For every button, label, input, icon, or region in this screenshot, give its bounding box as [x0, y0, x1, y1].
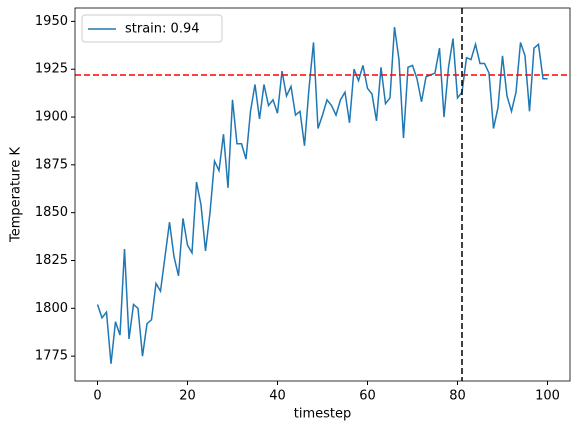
y-tick-label: 1800	[35, 301, 68, 316]
y-tick-label: 1775	[35, 349, 68, 364]
y-axis-label: Temperature K	[9, 147, 24, 243]
x-tick-label: 40	[269, 389, 286, 404]
y-tick-label: 1925	[35, 62, 68, 77]
x-axis-label: timestep	[294, 407, 352, 422]
y-tick-label: 1875	[35, 157, 68, 172]
x-tick-label: 60	[359, 389, 376, 404]
x-tick-label: 20	[179, 389, 196, 404]
y-tick-label: 1825	[35, 253, 68, 268]
legend-label: strain: 0.94	[125, 22, 200, 37]
legend-box	[81, 14, 223, 43]
plot-frame	[74, 7, 571, 382]
y-tick-label: 1900	[35, 110, 68, 125]
x-tick-label: 0	[93, 389, 101, 404]
x-tick-label: 80	[449, 389, 466, 404]
y-tick-label: 1950	[35, 14, 68, 29]
y-tick-label: 1850	[35, 205, 68, 220]
x-tick-label: 100	[535, 389, 560, 404]
data-line	[96, 27, 548, 364]
